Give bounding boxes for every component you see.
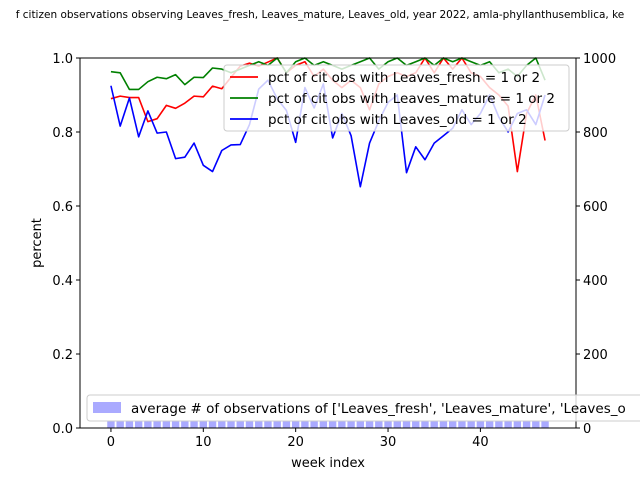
bar xyxy=(273,420,281,428)
bar xyxy=(264,420,272,428)
bar xyxy=(513,420,522,428)
y2-tick-label: 1000 xyxy=(583,52,616,67)
bar xyxy=(125,420,134,428)
bar xyxy=(504,420,512,428)
bar xyxy=(181,420,189,428)
bar xyxy=(171,420,180,428)
bar-legend: average # of observations of ['Leaves_fr… xyxy=(86,394,640,422)
bar xyxy=(218,420,226,428)
legend-label: pct of cit obs with Leaves_mature = 1 or… xyxy=(268,91,555,107)
bar xyxy=(495,420,503,428)
bar xyxy=(162,420,171,428)
bar xyxy=(310,420,318,428)
bar xyxy=(522,420,531,428)
bar xyxy=(375,420,383,428)
bar xyxy=(448,420,457,428)
series-line-2 xyxy=(110,57,546,91)
bar xyxy=(144,420,152,428)
bar xyxy=(384,420,392,428)
bar xyxy=(393,420,401,428)
bar xyxy=(430,420,438,428)
x-tick-label: 0 xyxy=(107,435,115,450)
bar xyxy=(356,420,365,428)
bar xyxy=(208,420,217,428)
y-tick-label: 0.8 xyxy=(52,126,73,141)
x-tick-label: 20 xyxy=(287,435,304,450)
y-tick-label: 0.6 xyxy=(52,200,73,215)
y2-tick-label: 0 xyxy=(583,422,591,437)
bar xyxy=(245,420,254,428)
bar xyxy=(532,420,540,428)
bar xyxy=(199,420,208,428)
bar-series xyxy=(107,420,549,428)
bar xyxy=(541,420,549,428)
bar xyxy=(301,420,309,428)
bar xyxy=(347,420,355,428)
chart-title: f citizen observations observing Leaves_… xyxy=(16,9,625,21)
bar-legend-box xyxy=(86,394,640,422)
legend-label: pct of cit obs with Leaves_fresh = 1 or … xyxy=(268,70,540,86)
bar xyxy=(365,420,374,428)
bar xyxy=(134,420,143,428)
y2-tick-label: 400 xyxy=(583,274,608,289)
x-tick-label: 40 xyxy=(472,435,489,450)
bar xyxy=(282,420,291,428)
bar xyxy=(467,420,475,428)
bar xyxy=(458,420,466,428)
bar xyxy=(402,420,411,428)
y-tick-label: 0.0 xyxy=(52,422,73,437)
y-tick-label: 0.4 xyxy=(52,274,73,289)
bar xyxy=(338,420,346,428)
y2-tick-label: 800 xyxy=(583,126,608,141)
bar-legend-swatch xyxy=(93,402,121,413)
bar xyxy=(291,420,300,428)
x-tick-label: 30 xyxy=(380,435,397,450)
bar xyxy=(439,420,448,428)
legend-box xyxy=(223,64,570,132)
plot-frame xyxy=(79,57,577,429)
bar xyxy=(190,420,198,428)
x-axis-label: week index xyxy=(291,456,365,471)
bar xyxy=(412,420,420,428)
bar xyxy=(328,420,337,428)
bar xyxy=(476,420,485,428)
y2-tick-label: 600 xyxy=(583,200,608,215)
y2-tick-label: 200 xyxy=(583,348,608,363)
bar xyxy=(153,420,161,428)
bar-legend-label: average # of observations of ['Leaves_fr… xyxy=(131,401,626,417)
y-axis-label: percent xyxy=(30,218,45,268)
legend: pct of cit obs with Leaves_fresh = 1 or … xyxy=(223,64,570,132)
y-axis-right: 0 200 400 600 800 1000 xyxy=(576,52,616,437)
x-tick-label: 10 xyxy=(195,435,212,450)
y-tick-label: 1.0 xyxy=(52,52,73,67)
bar xyxy=(319,420,328,428)
bar xyxy=(107,420,115,428)
bar xyxy=(236,420,244,428)
y-axis-left: 0.0 0.2 0.4 0.6 0.8 1.0 xyxy=(52,52,80,437)
bar xyxy=(421,420,429,428)
y-tick-label: 0.2 xyxy=(52,348,73,363)
bar xyxy=(485,420,494,428)
bar xyxy=(255,420,263,428)
legend-label: pct of cit obs with Leaves_old = 1 or 2 xyxy=(268,112,527,128)
bar xyxy=(116,420,124,428)
x-axis: 0 10 20 30 40 xyxy=(107,428,489,450)
bar xyxy=(227,420,235,428)
